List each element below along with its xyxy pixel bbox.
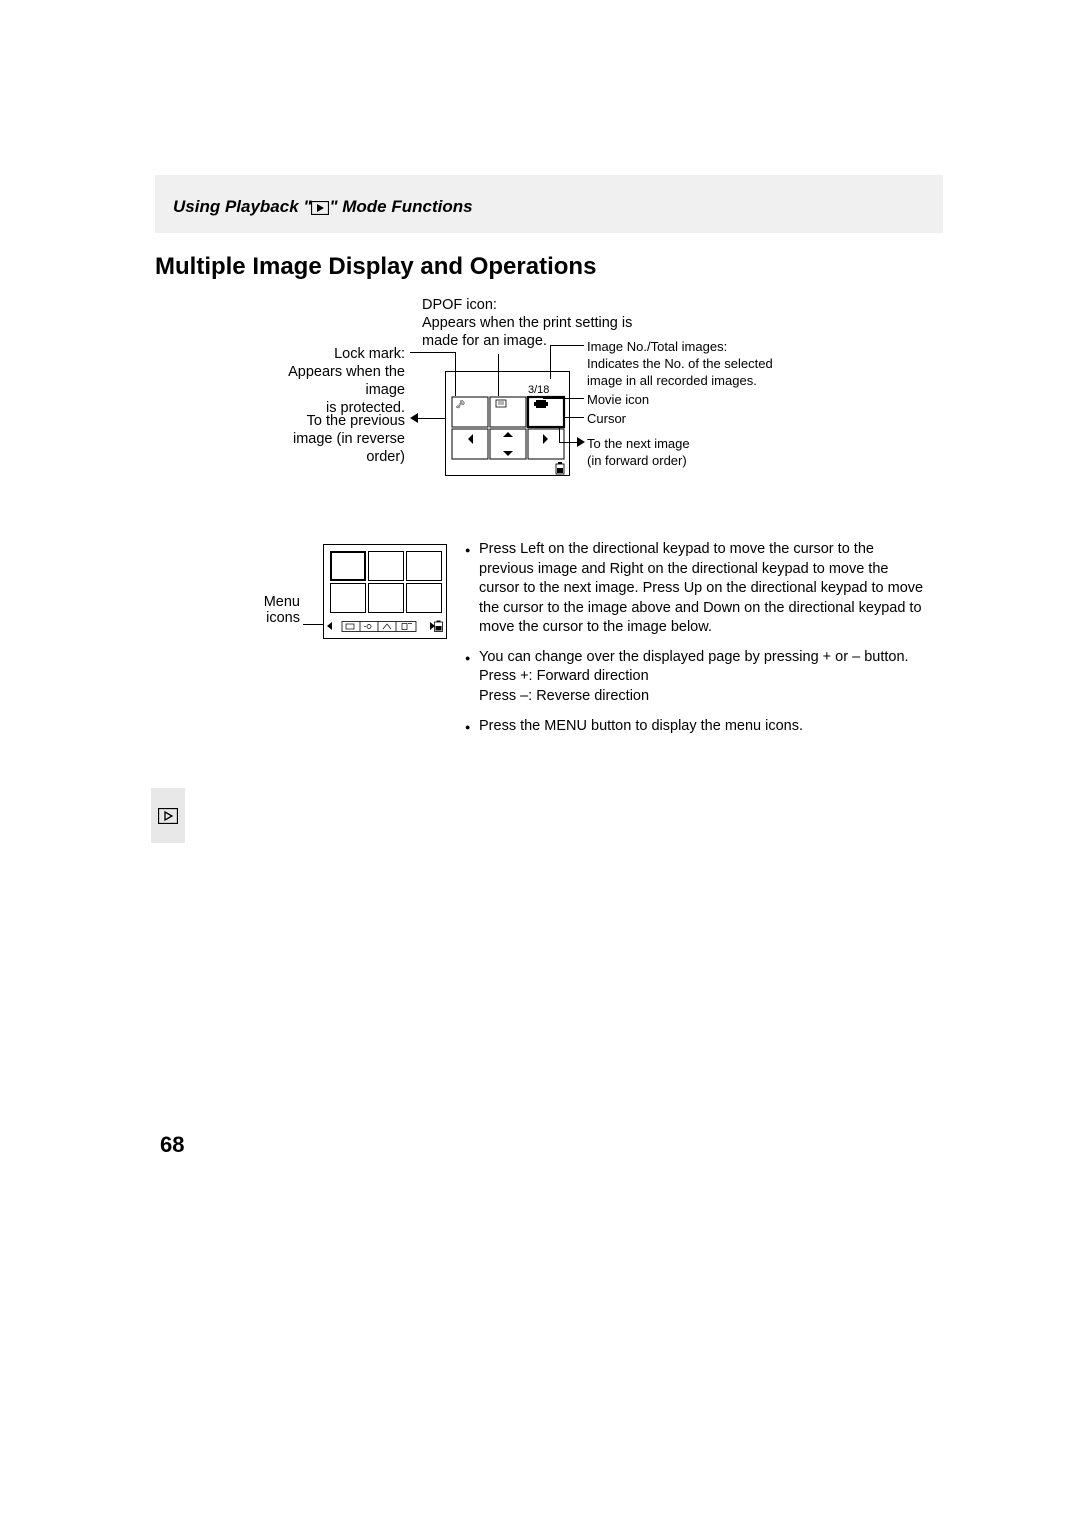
lock-label: Lock mark: Appears when the image is pro… (250, 345, 405, 418)
bullet-1: Press Left on the directional keypad to … (465, 540, 930, 638)
bullet-2-line3: Press –: Reverse direction (479, 688, 649, 704)
page-number: 68 (160, 1132, 184, 1158)
bullet-3: Press the MENU button to display the men… (465, 717, 930, 737)
section-header: Using Playback " " Mode Functions (173, 197, 473, 217)
movie-label: Movie icon (587, 392, 649, 409)
svg-text:🗝: 🗝 (455, 400, 465, 409)
header-prefix: Using Playback " (173, 197, 311, 216)
lcd-screen-1: 3/18 🗝 (445, 371, 570, 476)
thumbnail-grid (330, 551, 442, 613)
bullet-2: You can change over the displayed page b… (465, 648, 930, 707)
imgno-label: Image No./Total images: Indicates the No… (587, 339, 797, 390)
prev-label: To the previous image (in reverse order) (250, 412, 405, 466)
playback-tab-icon (158, 808, 178, 824)
header-suffix: " Mode Functions (329, 197, 472, 216)
cursor-label: Cursor (587, 411, 626, 428)
lcd1-graphics: 🗝 (446, 372, 571, 477)
display-diagram: DPOF icon: Appears when the print settin… (155, 296, 935, 496)
next-label: To the next image (in forward order) (587, 436, 690, 470)
bullet-2-line1: You can change over the displayed page b… (479, 649, 909, 665)
side-tab (151, 788, 185, 843)
bullet-2-line2: Press +: Forward direction (479, 668, 649, 684)
instruction-list: Press Left on the directional keypad to … (465, 540, 930, 746)
section-header-band: Using Playback " " Mode Functions (155, 175, 943, 233)
lcd-screen-2 (323, 544, 447, 639)
menu-icons-label: Menu icons (250, 594, 300, 626)
manual-page: Using Playback " " Mode Functions Multipl… (155, 175, 935, 816)
menu-bar (332, 621, 432, 632)
page-title: Multiple Image Display and Operations (155, 253, 935, 281)
menu-section: Menu icons (155, 536, 935, 816)
battery-icon (434, 620, 443, 632)
playback-icon (311, 201, 329, 215)
